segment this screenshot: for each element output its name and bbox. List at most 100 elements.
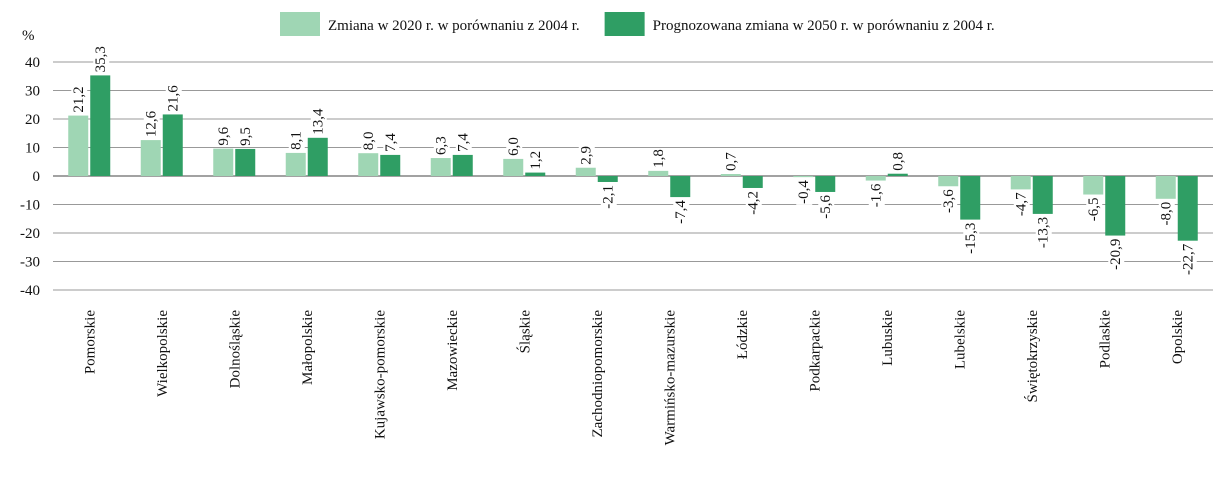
x-tick-label: Lubuskie bbox=[880, 310, 896, 366]
bar bbox=[430, 158, 451, 176]
value-label: 6,3 bbox=[434, 136, 450, 155]
bar bbox=[90, 75, 111, 176]
value-label-bg bbox=[600, 183, 617, 210]
y-tick-label: -40 bbox=[20, 283, 40, 299]
value-label: 8,0 bbox=[361, 131, 377, 150]
value-label: -4,7 bbox=[1014, 192, 1030, 216]
value-label: 1,8 bbox=[651, 149, 667, 168]
bar bbox=[525, 172, 546, 176]
value-label: -1,6 bbox=[869, 183, 885, 207]
x-tick-label: Wielkopolskie bbox=[155, 310, 171, 397]
bar bbox=[358, 153, 379, 176]
value-label: -4,2 bbox=[746, 191, 762, 215]
value-label-bg bbox=[288, 130, 305, 151]
value-label: 21,6 bbox=[166, 85, 182, 112]
legend-swatch bbox=[604, 12, 645, 36]
bar bbox=[140, 140, 161, 176]
bar bbox=[285, 152, 306, 176]
value-label-bg bbox=[165, 83, 182, 113]
legend-swatch bbox=[280, 12, 320, 36]
bar bbox=[793, 176, 814, 178]
value-label-bg bbox=[745, 189, 762, 216]
y-unit: % bbox=[22, 28, 35, 44]
bar bbox=[960, 176, 981, 220]
y-tick-label: 30 bbox=[25, 84, 40, 100]
value-label-bg bbox=[506, 136, 523, 157]
value-label: 7,4 bbox=[456, 133, 472, 152]
value-label-bg bbox=[868, 182, 885, 209]
value-label: -3,6 bbox=[941, 189, 957, 213]
value-label-bg bbox=[1013, 190, 1030, 218]
value-label-bg bbox=[71, 85, 88, 114]
bar bbox=[1083, 176, 1104, 195]
y-tick-label: -10 bbox=[20, 198, 40, 214]
bar bbox=[307, 137, 328, 176]
value-label: 8,1 bbox=[289, 131, 305, 150]
bar bbox=[597, 176, 618, 182]
x-tick-label: Podlaskie bbox=[1097, 310, 1113, 369]
value-label-bg bbox=[310, 107, 327, 136]
bar bbox=[162, 114, 183, 176]
value-label: 0,7 bbox=[724, 152, 740, 171]
x-tick-label: Dolnośląskie bbox=[227, 310, 243, 389]
x-tick-label: Kujawsko-pomorskie bbox=[372, 310, 388, 439]
value-label-bg bbox=[1158, 200, 1175, 227]
bar bbox=[68, 115, 89, 176]
value-label-bg bbox=[723, 150, 740, 173]
value-label-bg bbox=[1086, 196, 1103, 223]
bar bbox=[720, 174, 741, 176]
value-label: 0,8 bbox=[891, 152, 907, 171]
value-label: -13,3 bbox=[1036, 217, 1052, 248]
bar bbox=[670, 176, 691, 198]
value-label: -22,7 bbox=[1181, 243, 1197, 275]
bar bbox=[865, 176, 886, 181]
value-label: -2,1 bbox=[601, 185, 617, 209]
value-label-bg bbox=[941, 187, 958, 215]
value-label: 9,5 bbox=[238, 127, 254, 146]
value-label: -15,3 bbox=[963, 223, 979, 254]
x-tick-label: Lubelskie bbox=[952, 310, 968, 369]
value-label-bg bbox=[578, 144, 595, 166]
y-tick-label: -30 bbox=[20, 255, 40, 271]
value-label: 2,9 bbox=[579, 146, 595, 165]
bar bbox=[1010, 176, 1031, 190]
bar bbox=[887, 173, 908, 176]
x-tick-label: Małopolskie bbox=[300, 310, 316, 385]
x-tick-label: Pomorskie bbox=[82, 310, 98, 375]
bar bbox=[815, 176, 836, 192]
y-tick-label: -20 bbox=[20, 226, 40, 242]
value-label-bg bbox=[651, 148, 668, 169]
value-label: 9,6 bbox=[216, 126, 232, 145]
value-label-bg bbox=[1035, 215, 1052, 250]
y-tick-label: 0 bbox=[33, 169, 41, 185]
bar bbox=[235, 148, 256, 176]
legend-label: Prognozowana zmiana w 2050 r. w porównan… bbox=[653, 18, 995, 34]
x-tick-label: Mazowieckie bbox=[445, 310, 461, 391]
value-label: -6,5 bbox=[1086, 198, 1102, 222]
x-tick-label: Śląskie bbox=[516, 310, 533, 354]
value-label-bg bbox=[361, 130, 378, 152]
value-label: 7,4 bbox=[383, 133, 399, 152]
x-tick-label: Podkarpackie bbox=[807, 310, 823, 392]
value-label: 21,2 bbox=[71, 86, 87, 112]
y-tick-label: 10 bbox=[25, 141, 40, 157]
bar bbox=[742, 176, 763, 188]
value-label-bg bbox=[216, 125, 233, 147]
value-label: 12,6 bbox=[144, 110, 160, 137]
bar bbox=[213, 148, 234, 176]
y-tick-label: 20 bbox=[25, 112, 40, 128]
bar bbox=[1032, 176, 1053, 214]
value-label: -20,9 bbox=[1108, 239, 1124, 270]
value-label-bg bbox=[238, 126, 255, 147]
value-label: 35,3 bbox=[93, 46, 109, 72]
bar bbox=[648, 170, 669, 176]
x-tick-label: Warmińsko-mazurskie bbox=[662, 310, 678, 446]
value-label-bg bbox=[528, 149, 545, 171]
value-label-bg bbox=[455, 131, 472, 153]
bar bbox=[1177, 176, 1198, 241]
value-label: -8,0 bbox=[1159, 202, 1175, 226]
value-label: -5,6 bbox=[818, 194, 834, 218]
value-label-bg bbox=[1108, 237, 1125, 271]
bar bbox=[503, 158, 524, 176]
y-tick-label: 40 bbox=[25, 55, 40, 71]
